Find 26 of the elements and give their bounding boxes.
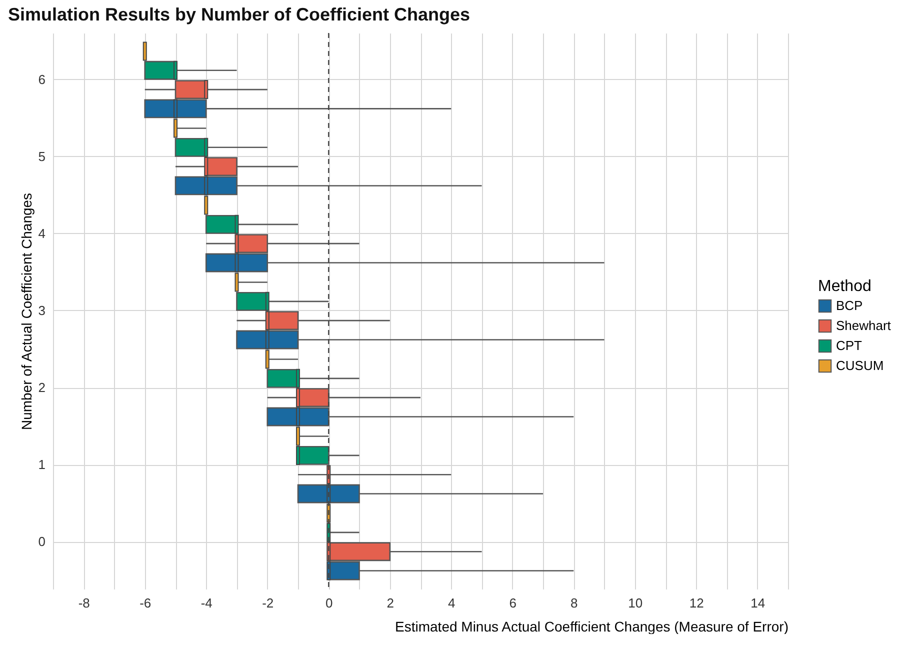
legend-label: Shewhart [836, 318, 892, 333]
x-tick-label: 14 [750, 596, 766, 610]
x-tick-label: 8 [570, 596, 578, 610]
x-tick-label: 6 [509, 596, 516, 610]
chart-title: Simulation Results by Number of Coefficient Changes [8, 4, 470, 24]
legend-label: BCP [836, 298, 863, 313]
y-tick-label: 3 [38, 303, 46, 318]
x-tick-label: -6 [140, 596, 152, 610]
legend-label: CUSUM [836, 358, 884, 373]
x-tick-label: -8 [78, 596, 90, 610]
x-tick-label: 0 [326, 596, 333, 610]
x-tick-label: 2 [386, 596, 394, 610]
x-tick-label: 10 [628, 596, 643, 610]
y-tick-label: 0 [38, 534, 46, 550]
x-tick-label: 4 [448, 596, 456, 610]
legend-label: CPT [836, 338, 862, 353]
y-tick-label: 2 [38, 380, 46, 396]
y-tick-label: 6 [38, 72, 46, 87]
y-tick-label: 4 [38, 226, 46, 241]
x-tick-label: -2 [262, 596, 274, 610]
legend-title: Method [818, 278, 872, 295]
y-axis-title: Number of Actual Coefficient Changes [18, 192, 34, 430]
x-tick-label: 12 [689, 596, 704, 610]
x-tick-label: -4 [200, 596, 212, 610]
y-tick-label: 1 [38, 457, 46, 472]
y-tick-label: 5 [38, 148, 46, 164]
